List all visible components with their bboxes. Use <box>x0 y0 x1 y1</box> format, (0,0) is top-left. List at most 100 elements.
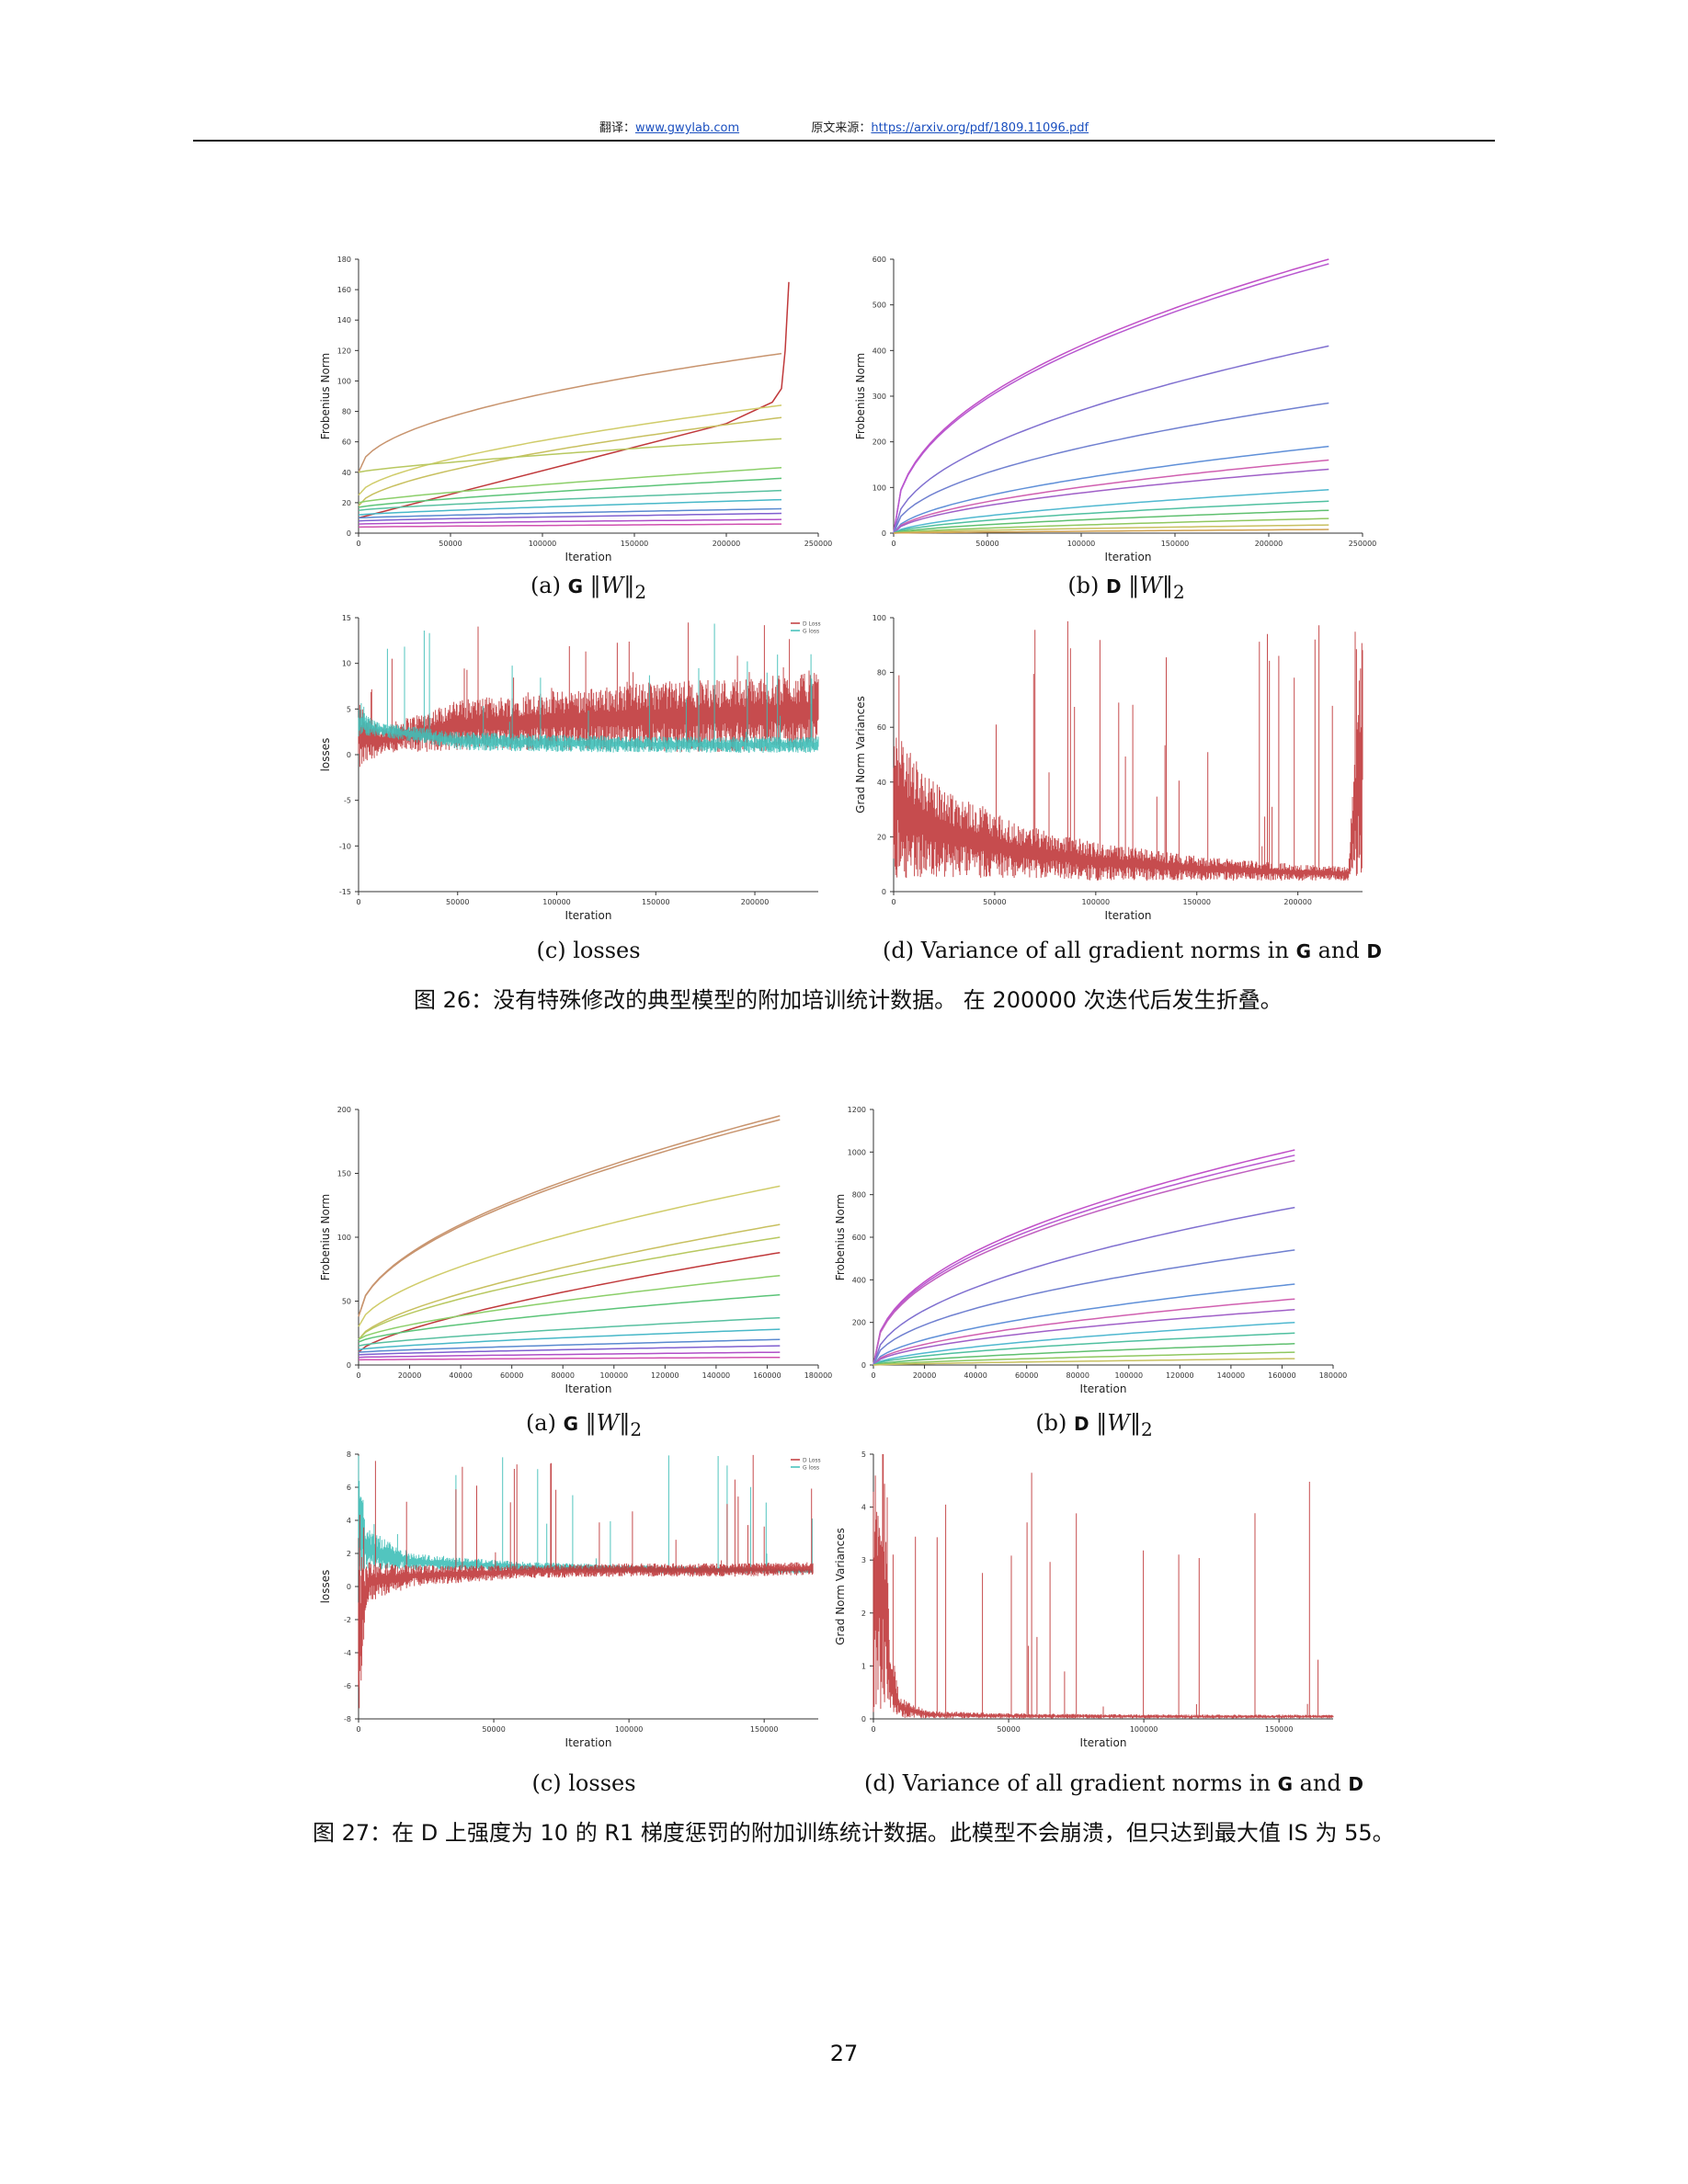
series-layer-n <box>358 1356 781 1361</box>
x-tick-label: 100000 <box>1067 540 1096 548</box>
series-layer-9 <box>893 500 1329 534</box>
y-tick-label: 0 <box>882 888 886 896</box>
series-layer-2 <box>873 1155 1295 1366</box>
y-tick-label: 8 <box>347 1450 351 1459</box>
x-tick-label: 50000 <box>997 1725 1020 1734</box>
x-tick-label: 0 <box>356 1725 360 1734</box>
y-tick-label: 200 <box>337 1106 351 1114</box>
y-axis-label: Frobenius Norm <box>854 353 867 439</box>
x-tick-label: 60000 <box>500 1371 523 1380</box>
legend-label: D Loss <box>803 621 821 628</box>
x-tick-label: 20000 <box>398 1371 421 1380</box>
translate-link[interactable]: www.gwylab.com <box>634 121 740 135</box>
x-tick-label: 200000 <box>1255 540 1283 548</box>
band-path <box>358 1455 814 1574</box>
y-axis-label: losses <box>319 738 332 772</box>
series-layer-g <box>358 477 782 508</box>
y-tick-label: 200 <box>873 438 886 447</box>
band-path <box>893 620 1363 882</box>
y-tick-label: 5 <box>347 705 351 713</box>
series-layer-5 <box>873 1249 1295 1366</box>
y-tick-label: 60 <box>342 438 351 447</box>
x-tick-label: 120000 <box>1166 1371 1194 1380</box>
series-layer-11 <box>873 1343 1295 1366</box>
series-layer-3 <box>893 345 1329 534</box>
x-tick-label: 180000 <box>804 1371 833 1380</box>
figure26-plot-d: 0 20 40 60 80 100 0 50000 100000 150000 200000 Iter… <box>848 607 1381 938</box>
x-tick-label: 200000 <box>741 898 770 906</box>
series-layer-b <box>358 1119 781 1317</box>
band-path <box>358 1454 814 1709</box>
figure27-chart-b: 0 200 400 600 800 1000 1200 0 20000 40000 60000 800… <box>834 1106 1347 1395</box>
y-tick-label: -6 <box>344 1682 351 1690</box>
figure26-chart-c: -15 -10 -5 0 5 10 15 0 50000 100000 150000 200000 It… <box>319 614 821 922</box>
y-tick-label: 0 <box>347 1583 351 1591</box>
y-tick-label: 6 <box>347 1484 351 1492</box>
x-tick-label: 250000 <box>1349 540 1377 548</box>
x-axis-label: Iteration <box>1105 551 1152 563</box>
page-number: 27 <box>829 2041 859 2066</box>
series-layer-m <box>358 523 781 529</box>
series-layer-j <box>358 507 782 519</box>
y-tick-label: 20 <box>342 499 351 507</box>
series-layer-13 <box>893 529 1329 534</box>
series-layer-i <box>358 1316 781 1347</box>
x-axis-label: Iteration <box>1105 909 1152 922</box>
x-tick-label: 80000 <box>1066 1371 1089 1380</box>
band-path <box>358 623 819 753</box>
series-d-loss <box>358 1454 814 1709</box>
y-tick-label: 15 <box>342 614 351 622</box>
x-tick-label: 100000 <box>1130 1725 1158 1734</box>
x-tick-label: 100000 <box>615 1725 644 1734</box>
y-tick-label: 120 <box>337 347 351 355</box>
figure27-chart-a: 0 50 100 150 200 0 20000 40000 60000 80000 100000 1… <box>319 1106 833 1395</box>
y-axis-label: Grad Norm Variances <box>834 1528 847 1645</box>
source-link[interactable]: https://arxiv.org/pdf/1809.11096.pdf <box>871 121 1089 135</box>
series-layer-7 <box>893 468 1329 534</box>
y-tick-label: 4 <box>347 1517 351 1525</box>
y-axis-label: Frobenius Norm <box>319 1194 332 1280</box>
series-layer-6 <box>893 459 1329 534</box>
series-g-loss <box>358 623 819 753</box>
figure26-plot-c: -15 -10 -5 0 5 10 15 0 50000 100000 150000 200000 It… <box>313 607 837 938</box>
series-layer-6 <box>873 1283 1295 1366</box>
y-tick-label: 5 <box>861 1450 866 1459</box>
y-tick-label: 2 <box>347 1550 351 1558</box>
x-tick-label: 20000 <box>913 1371 936 1380</box>
figure26-subcaption-a: (a) G ‖W‖2 <box>530 573 647 603</box>
figure26-chart-a: 0 20 40 60 80 100 120 140 160 180 0 50000 100000 1500… <box>319 256 832 563</box>
x-tick-label: 200000 <box>713 540 741 548</box>
series-layer-g <box>358 1274 781 1340</box>
figure27-plot-c: -8 -6 -4 -2 0 2 4 6 8 0 50000 100000 150000 Iteration… <box>313 1443 837 1765</box>
y-tick-label: 600 <box>852 1234 866 1242</box>
y-tick-label: 100 <box>337 377 351 385</box>
y-tick-label: -10 <box>339 842 351 850</box>
translate-label: 翻译： <box>599 121 635 135</box>
figure27-chart-c: -8 -6 -4 -2 0 2 4 6 8 0 50000 100000 150000 Iteration… <box>319 1450 821 1749</box>
source-label: 原文来源： <box>811 121 872 135</box>
x-tick-label: 0 <box>891 898 895 906</box>
y-tick-label: 0 <box>347 529 351 538</box>
y-tick-label: 600 <box>873 256 886 264</box>
y-tick-label: 400 <box>873 347 886 355</box>
figure27-plot-b: 0 200 400 600 800 1000 1200 0 20000 40000 60000 800… <box>827 1098 1352 1411</box>
y-tick-label: 400 <box>852 1276 866 1284</box>
figure27-subcaption-c: (c) losses <box>531 1770 636 1796</box>
y-tick-label: 60 <box>877 723 886 732</box>
figure26-chart-b: 0 100 200 300 400 500 600 0 50000 100000 150000 200… <box>854 256 1377 563</box>
y-tick-label: 20 <box>877 833 886 841</box>
figure26-subcaption-c: (c) losses <box>536 938 641 963</box>
legend-label: G loss <box>803 1465 819 1472</box>
x-tick-label: 120000 <box>651 1371 679 1380</box>
y-tick-label: 100 <box>873 614 886 622</box>
x-tick-label: 0 <box>871 1725 875 1734</box>
y-tick-label: 150 <box>337 1170 351 1178</box>
x-tick-label: 100000 <box>1115 1371 1144 1380</box>
y-tick-label: 140 <box>337 316 351 324</box>
series-layer-5 <box>893 445 1329 534</box>
y-tick-label: 160 <box>337 286 351 294</box>
series-layer-1 <box>893 258 1329 534</box>
figure26-chart-d: 0 20 40 60 80 100 0 50000 100000 150000 200000 Iter… <box>854 614 1363 922</box>
page-header: 翻译：www.gwylab.com 原文来源：https://arxiv.org… <box>0 118 1688 135</box>
x-tick-label: 60000 <box>1015 1371 1038 1380</box>
